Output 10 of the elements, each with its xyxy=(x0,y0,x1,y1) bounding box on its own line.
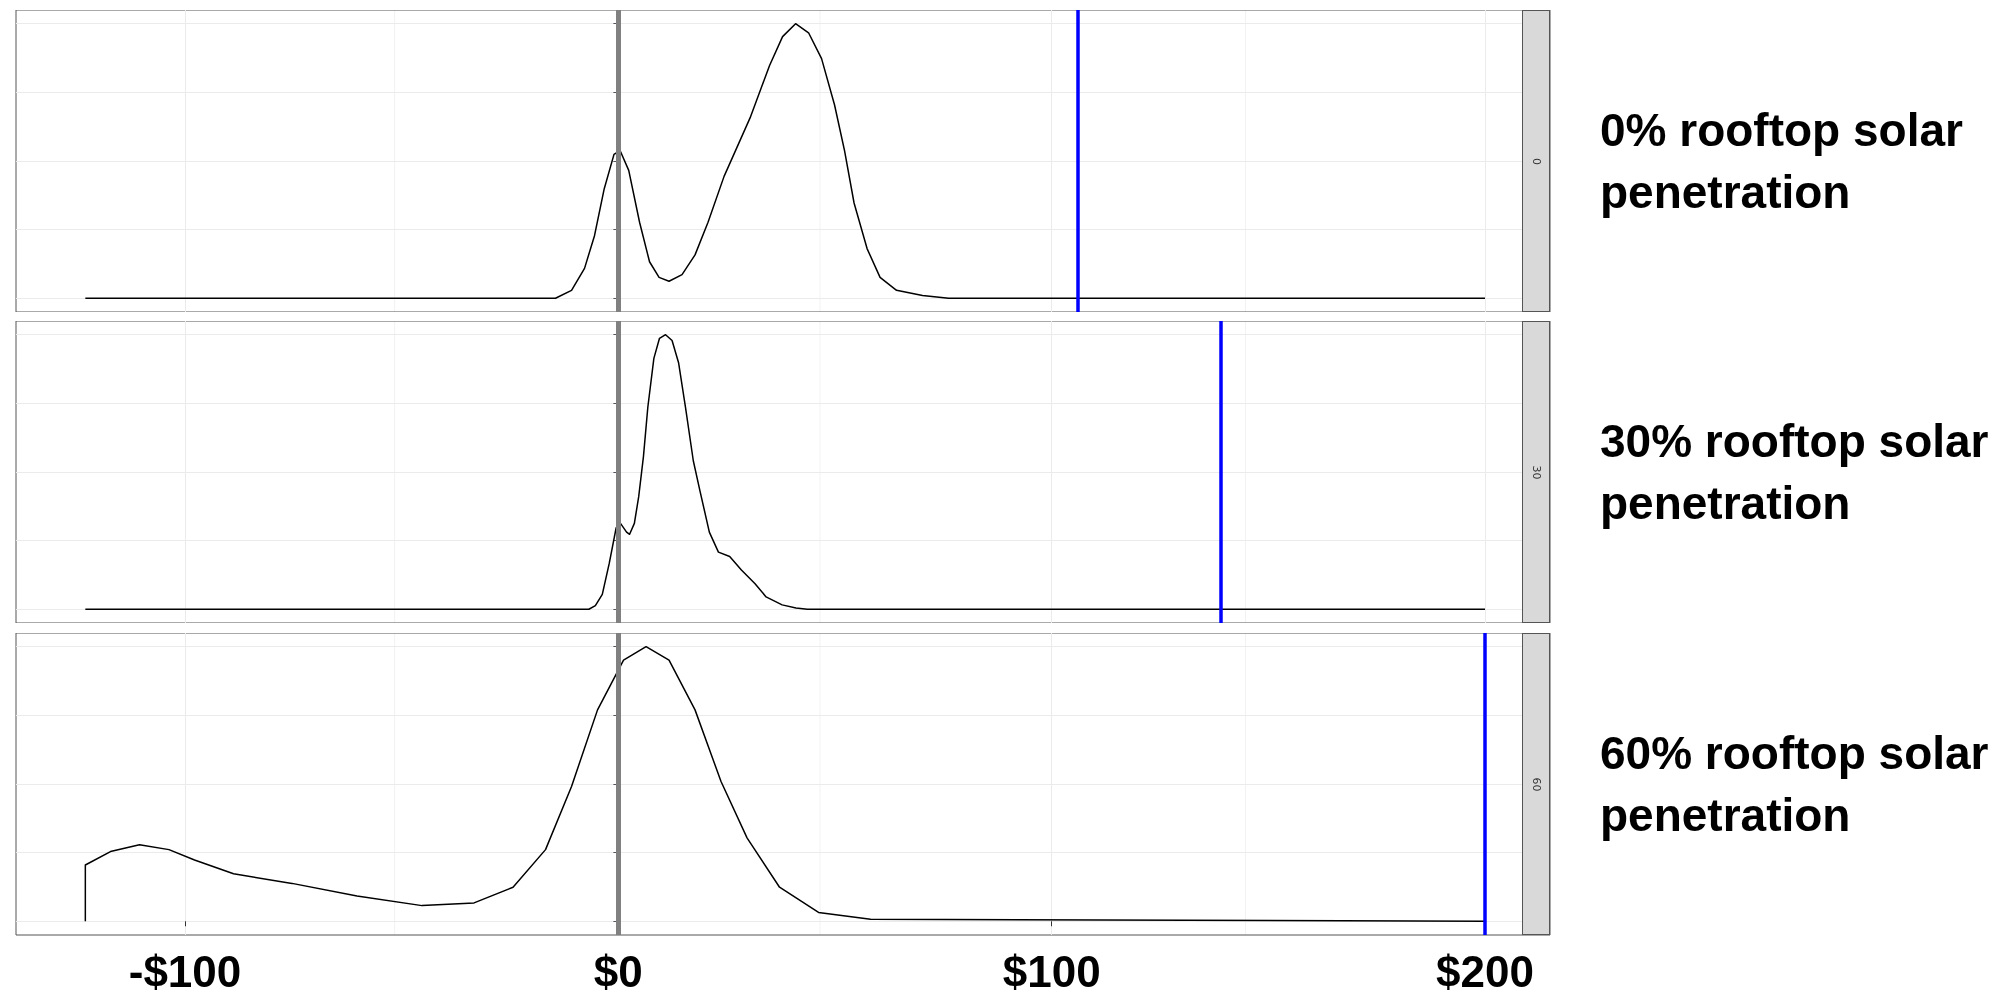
text: 0% rooftop solar penetration xyxy=(1600,103,1964,220)
panel-strip: 0 xyxy=(1522,10,1550,312)
panel-strip: 30 xyxy=(1522,321,1550,623)
x-tick-label: $200 xyxy=(1436,946,1534,996)
x-tick-label: -$100 xyxy=(128,946,242,996)
text: 60% rooftop solar penetration xyxy=(1600,726,1990,843)
x-tick-label: $100 xyxy=(1002,946,1101,996)
x-tick-label: $0 xyxy=(593,946,643,996)
panel-strip: 60 xyxy=(1522,633,1550,935)
text: 30% rooftop solar penetration xyxy=(1600,414,1990,531)
